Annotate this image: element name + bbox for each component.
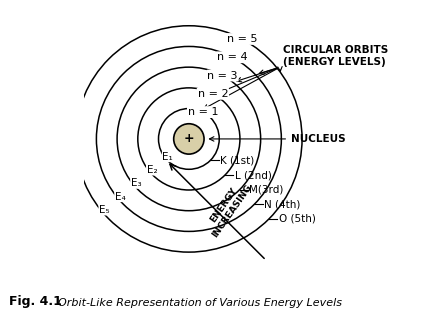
Text: ENERGY
INCREASING: ENERGY INCREASING — [202, 177, 254, 239]
Circle shape — [174, 124, 204, 154]
Text: O (5th): O (5th) — [278, 214, 315, 224]
Text: n = 4: n = 4 — [217, 52, 248, 62]
Text: K (1st): K (1st) — [220, 155, 254, 165]
Text: Fig. 4.1: Fig. 4.1 — [9, 295, 62, 308]
Text: n = 2: n = 2 — [198, 89, 228, 99]
Text: n = 1: n = 1 — [188, 107, 218, 117]
Text: CIRCULAR ORBITS
(ENERGY LEVELS): CIRCULAR ORBITS (ENERGY LEVELS) — [283, 45, 388, 67]
Text: +: + — [183, 133, 194, 145]
Text: NUCLEUS: NUCLEUS — [291, 134, 345, 144]
Text: Orbit-Like Representation of Various Energy Levels: Orbit-Like Representation of Various Ene… — [58, 298, 342, 308]
Text: E₂: E₂ — [147, 165, 157, 175]
Text: E₁: E₁ — [163, 152, 173, 162]
Text: L (2nd): L (2nd) — [234, 170, 272, 180]
Text: E₄: E₄ — [115, 192, 126, 202]
Text: E₅: E₅ — [99, 205, 110, 215]
Text: n = 3: n = 3 — [207, 71, 238, 81]
Text: N (4th): N (4th) — [264, 199, 300, 209]
Text: n = 5: n = 5 — [227, 34, 257, 44]
Text: M(3rd): M(3rd) — [249, 185, 284, 195]
Text: E₃: E₃ — [131, 178, 141, 188]
